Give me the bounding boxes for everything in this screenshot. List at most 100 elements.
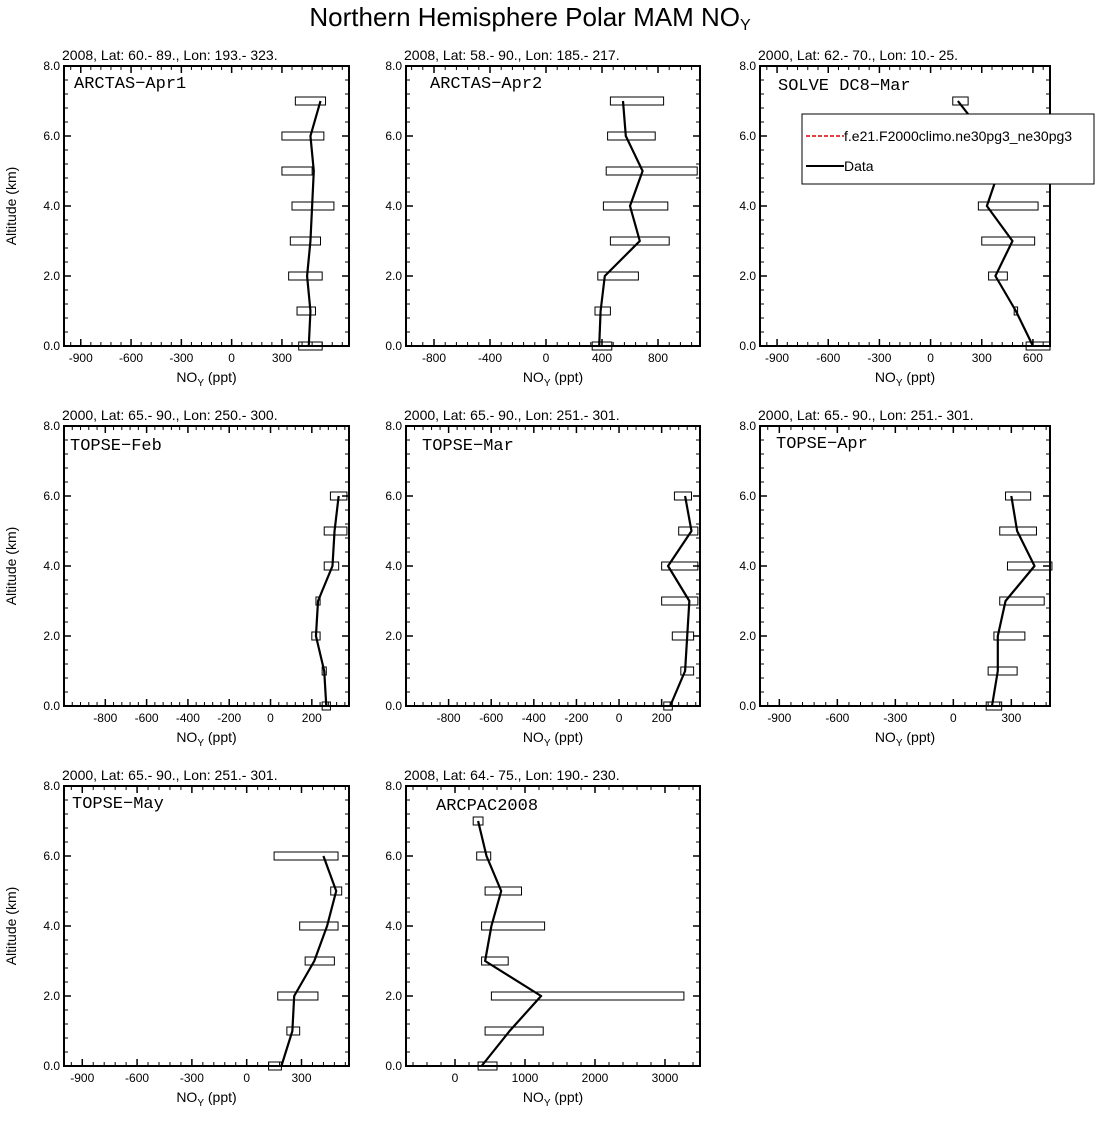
- x-tick-label: 400: [592, 351, 612, 365]
- figure-title-subscript: Y: [739, 17, 751, 34]
- range-box: [481, 921, 546, 931]
- panel-header: 2008, Lat: 60.- 89., Lon: 193.- 323.: [62, 47, 278, 63]
- y-tick-label: 2.0: [739, 269, 756, 283]
- x-tick-label: -200: [217, 711, 241, 725]
- x-tick-label: -300: [883, 711, 907, 725]
- figure-title-main: Northern Hemisphere Polar MAM NO: [309, 2, 740, 32]
- x-tick-label: -400: [176, 711, 200, 725]
- x-tick-label: -600: [135, 711, 159, 725]
- x-tick-label: -600: [125, 1071, 149, 1085]
- range-box: [597, 271, 639, 281]
- panel-3: 2000, Lat: 62.- 70., Lon: 10.- 25. SOLVE …: [739, 47, 1051, 389]
- campaign-tag: TOPSE−May: [72, 795, 164, 814]
- campaign-tag: ARCTAS−Apr1: [74, 75, 186, 94]
- range-box: [661, 596, 699, 606]
- x-tick-label: -600: [119, 351, 143, 365]
- y-axis-label: Altitude (km): [3, 527, 19, 606]
- range-box: [673, 491, 692, 501]
- range-box: [607, 131, 656, 141]
- y-tick-label: 6.0: [43, 849, 60, 863]
- x-axis-label-subscript: Y: [544, 738, 551, 749]
- campaign-tag: SOLVE DC8−Mar: [778, 77, 911, 96]
- legend-entry-label: f.e21.F2000climo.ne30pg3_ne30pg3: [844, 128, 1072, 144]
- panel-header: 2008, Lat: 64.- 75., Lon: 190.- 230.: [404, 767, 620, 783]
- range-box: [304, 956, 335, 966]
- panel-2: 2008, Lat: 58.- 90., Lon: 185.- 217. ARCT…: [385, 47, 701, 389]
- data-profile-line: [666, 495, 693, 707]
- campaign-tag: TOPSE−Apr: [776, 435, 868, 454]
- x-axis-label-main: NO: [523, 1089, 544, 1105]
- x-tick-label: -200: [564, 711, 588, 725]
- x-axis-label-unit: (ppt): [902, 369, 935, 385]
- range-box: [985, 701, 1003, 711]
- y-tick-label: 8.0: [385, 59, 402, 73]
- x-axis-label-main: NO: [523, 369, 544, 385]
- x-axis-label-subscript: Y: [197, 378, 204, 389]
- panel-1: 2008, Lat: 60.- 89., Lon: 193.- 323. ARCT…: [3, 47, 350, 389]
- y-tick-label: 4.0: [43, 559, 60, 573]
- y-tick-label: 8.0: [43, 419, 60, 433]
- y-tick-label: 8.0: [739, 419, 756, 433]
- x-tick-label: 3000: [652, 1071, 679, 1085]
- range-box: [680, 666, 695, 676]
- x-tick-label: 0: [616, 711, 623, 725]
- x-tick-label: 0: [950, 711, 957, 725]
- range-box: [490, 991, 685, 1001]
- y-tick-label: 0.0: [739, 699, 756, 713]
- range-box: [289, 236, 321, 246]
- y-tick-label: 0.0: [739, 339, 756, 353]
- plot-frame: [405, 425, 701, 707]
- y-tick-label: 6.0: [385, 489, 402, 503]
- range-box: [602, 201, 669, 211]
- figure-title: Northern Hemisphere Polar MAM NOY: [0, 2, 1060, 35]
- range-box: [476, 851, 492, 861]
- x-axis-label-unit: (ppt): [550, 369, 583, 385]
- data-profile-line: [990, 495, 1036, 707]
- x-tick-label: 300: [1001, 711, 1021, 725]
- y-tick-label: 8.0: [385, 419, 402, 433]
- y-tick-label: 6.0: [739, 489, 756, 503]
- range-box: [671, 631, 695, 641]
- y-tick-label: 0.0: [43, 1059, 60, 1073]
- range-box: [993, 631, 1026, 641]
- x-tick-label: -300: [867, 351, 891, 365]
- panel-header: 2000, Lat: 65.- 90., Lon: 251.- 301.: [404, 407, 620, 423]
- x-axis-label-subscript: Y: [197, 738, 204, 749]
- panel-header: 2000, Lat: 65.- 90., Lon: 251.- 301.: [62, 767, 278, 783]
- x-tick-label: -400: [478, 351, 502, 365]
- x-axis-label-unit: (ppt): [550, 729, 583, 745]
- legend-entry-label: Data: [844, 158, 874, 174]
- x-tick-label: 200: [302, 711, 322, 725]
- range-box: [591, 341, 613, 351]
- x-tick-label: 600: [1023, 351, 1043, 365]
- plot-frame: [405, 65, 701, 347]
- x-axis-label-subscript: Y: [197, 1098, 204, 1109]
- range-box: [277, 991, 319, 1001]
- y-tick-label: 4.0: [43, 199, 60, 213]
- panel-7: 2000, Lat: 65.- 90., Lon: 251.- 301. TOPS…: [3, 767, 350, 1109]
- x-axis-label-main: NO: [176, 369, 197, 385]
- range-box: [481, 956, 509, 966]
- x-tick-label: -900: [70, 1071, 94, 1085]
- y-tick-label: 2.0: [385, 989, 402, 1003]
- y-tick-label: 6.0: [43, 129, 60, 143]
- y-tick-label: 8.0: [385, 779, 402, 793]
- data-profile-line: [477, 820, 543, 1067]
- x-tick-label: 300: [291, 1071, 311, 1085]
- x-axis-label-subscript: Y: [544, 1098, 551, 1109]
- x-tick-label: -300: [180, 1071, 204, 1085]
- x-tick-label: -800: [437, 711, 461, 725]
- y-axis-label: Altitude (km): [3, 887, 19, 966]
- range-box: [299, 921, 339, 931]
- x-tick-label: -900: [767, 711, 791, 725]
- y-tick-label: 8.0: [43, 59, 60, 73]
- campaign-tag: TOPSE−Feb: [70, 437, 162, 456]
- x-axis-label-subscript: Y: [896, 378, 903, 389]
- x-tick-label: 0: [243, 1071, 250, 1085]
- range-box: [1025, 341, 1051, 351]
- x-axis-label-main: NO: [875, 729, 896, 745]
- x-tick-label: -900: [69, 351, 93, 365]
- panel-header: 2008, Lat: 58.- 90., Lon: 185.- 217.: [404, 47, 620, 63]
- x-axis-label: NOY (ppt): [176, 729, 236, 749]
